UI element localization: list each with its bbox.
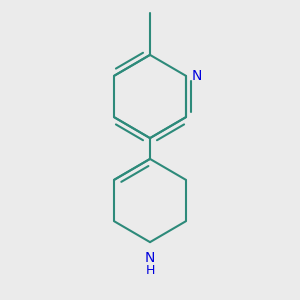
Text: H: H xyxy=(145,264,155,278)
Text: N: N xyxy=(145,251,155,265)
Text: N: N xyxy=(192,69,202,83)
